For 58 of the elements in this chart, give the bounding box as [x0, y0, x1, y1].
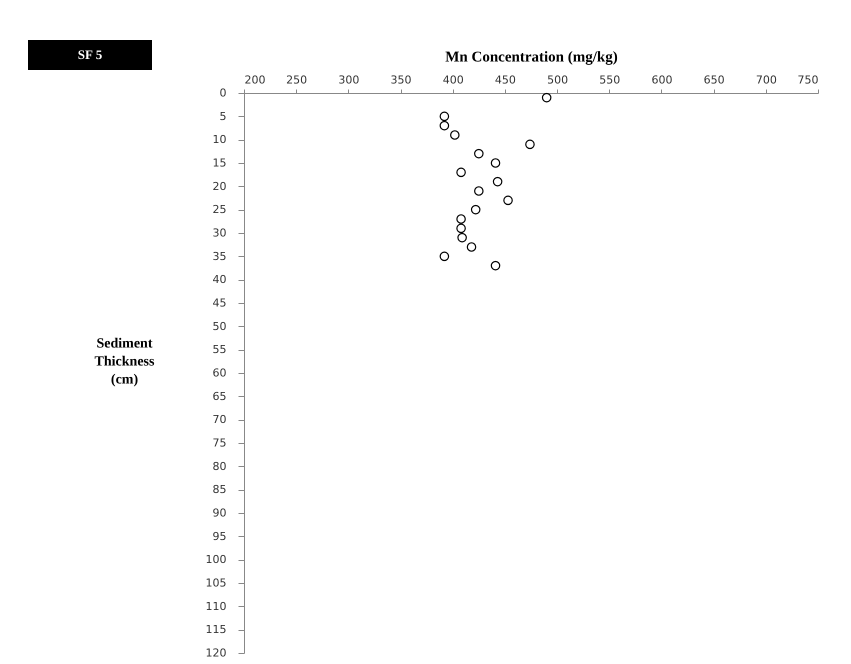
point	[490, 260, 500, 270]
y-tick-label: 50	[212, 320, 226, 333]
y-tick-label: 105	[206, 576, 226, 590]
x-tick-label: 300	[338, 74, 360, 86]
y-tick-label: 0	[220, 86, 226, 100]
y-tick-label: 45	[212, 296, 226, 310]
y-tick-label: 95	[212, 530, 226, 543]
x-tick-label: 650	[704, 74, 725, 86]
point	[440, 252, 450, 262]
point	[503, 196, 513, 206]
y-tick-label: 35	[212, 250, 226, 263]
y-tick-label: 90	[212, 506, 226, 520]
point	[456, 224, 466, 234]
y-tick-label: 5	[220, 110, 226, 123]
x-tick-label: 450	[494, 74, 516, 86]
y-tick-label: 40	[212, 273, 226, 286]
point	[542, 92, 552, 102]
y-tick-label: 20	[212, 180, 226, 193]
y-tick-label: 15	[212, 156, 226, 170]
point	[490, 158, 500, 168]
x-tick-label: 250	[286, 74, 308, 86]
text: SF 5	[28, 40, 152, 70]
x-tick-label: 500	[547, 74, 568, 86]
y-tick-label: 75	[212, 436, 226, 450]
point	[440, 112, 450, 122]
y-tick-label: 80	[212, 460, 226, 473]
y-tick-label: 115	[206, 623, 226, 636]
point	[456, 214, 466, 224]
y-tick-label: 25	[212, 203, 226, 216]
point	[474, 186, 484, 196]
x-tick-label: 550	[599, 74, 620, 86]
point	[450, 130, 460, 140]
point	[474, 148, 484, 158]
point	[456, 168, 466, 178]
y-tick-label: 70	[212, 413, 226, 426]
point	[492, 176, 502, 186]
y-tick-label: 30	[212, 226, 226, 240]
x-axis-title: Mn Concentration (mg/kg)	[445, 50, 618, 66]
y-tick-label: 110	[206, 600, 226, 613]
y-tick-label: 10	[212, 133, 226, 146]
y-tick-label: 85	[212, 483, 226, 496]
y-tick-label: 65	[212, 390, 226, 403]
point	[457, 232, 467, 242]
point	[466, 242, 476, 252]
x-tick-label: 350	[390, 74, 412, 86]
x-tick-label: 750	[798, 74, 818, 86]
x-tick-label: 400	[442, 74, 464, 86]
y-tick-label: 60	[212, 366, 226, 380]
x-tick-label: 700	[756, 74, 777, 86]
y-tick-label: 100	[206, 553, 226, 566]
y-tick-label: 55	[212, 343, 226, 356]
point	[470, 204, 480, 214]
x-tick-label: 200	[244, 74, 266, 86]
point	[525, 140, 535, 150]
point	[440, 120, 450, 130]
x-tick-label: 600	[651, 74, 672, 86]
y-axis-title: Sediment Thickness (cm)	[94, 336, 155, 388]
y-tick-label: 120	[206, 646, 226, 660]
